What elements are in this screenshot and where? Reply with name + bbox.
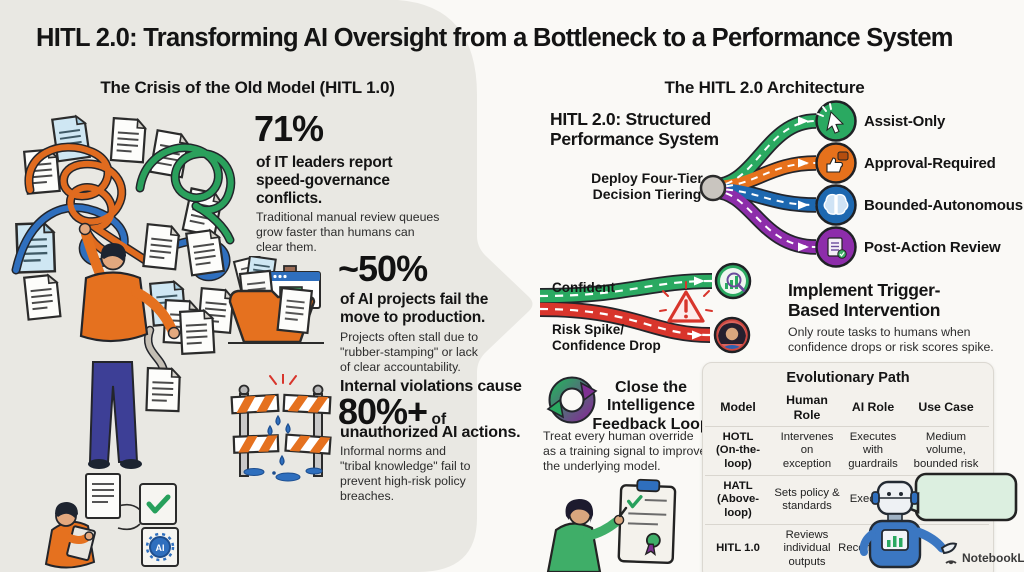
table-cell: HATL (Above-loop) [705, 474, 771, 524]
table-cell [903, 523, 989, 572]
table-header-model: Model [720, 400, 756, 415]
table-cell: Medium volume, bounded risk [903, 426, 989, 475]
tangled-documents-illustration [11, 114, 236, 469]
trigger-heading: Implement Trigger- Based Intervention [788, 280, 941, 320]
overflowing-folder-icon [228, 256, 324, 344]
woman-clipboard-illustration [546, 478, 677, 572]
table-cell: HITL 1.0 [705, 523, 771, 572]
document-check-icon [827, 237, 847, 259]
table-title: Evolutionary Path [786, 370, 910, 386]
robot-illustration [859, 472, 1018, 569]
brand-label: NotebookLM [962, 551, 1024, 565]
four-tier-branch-diagram [699, 100, 857, 268]
table-cell: Intervenes on exception [771, 426, 843, 475]
stat-50-lead: of AI projects fail the move to producti… [340, 291, 489, 326]
chart-magnifier-icon [725, 272, 746, 292]
page-title: HITL 2.0: Transforming AI Oversight from… [36, 24, 953, 52]
trigger-split-diagram [539, 262, 752, 354]
table-cell: HOTL (On-the-loop) [705, 426, 771, 475]
stat-71-value: 71% [254, 108, 324, 149]
table-header-human-role: Human Role [786, 393, 828, 422]
stat-80-detail: Informal norms and "tribal knowledge" fa… [340, 444, 471, 503]
table-header-use-case: Use Case [918, 400, 974, 415]
table-cell: Sets policy & standards [771, 474, 843, 524]
notebooklm-brand: NotebookLM [944, 551, 1024, 565]
person-figure [78, 222, 181, 469]
stat-50-value: ~50% [338, 248, 428, 289]
stat-71-lead: of IT leaders report speed-governance co… [256, 154, 393, 207]
trigger-detail: Only route tasks to humans when confiden… [788, 325, 994, 354]
tier-label-bounded-autonomous: Bounded-Autonomous [864, 197, 1023, 214]
tiering-label: Deploy Four-Tier Decision Tiering [591, 170, 703, 203]
stat-71-detail: Traditional manual review queues grow fa… [256, 210, 440, 254]
stat-80-intro: Internal violations cause [340, 378, 522, 395]
stat-80-lead: unauthorized AI actions. [340, 424, 521, 441]
confident-label: Confident [552, 280, 615, 295]
table-header-ai-role: AI Role [851, 400, 895, 415]
stat-50-detail: Projects often stall due to "rubber-stam… [340, 330, 479, 374]
feedback-detail: Treat every human override as a training… [543, 429, 707, 473]
thumbs-up-icon [826, 151, 849, 173]
warning-triangle-icon [659, 281, 713, 323]
tier-label-post-action-review: Post-Action Review [864, 239, 1001, 256]
feedback-loop-icon [546, 376, 598, 424]
risk-label: Risk Spike/ Confidence Drop [552, 322, 661, 353]
system-title: HITL 2.0: Structured Performance System [550, 109, 719, 149]
evolutionary-path-table: Evolutionary Path Model Human Role AI Ro… [702, 362, 994, 572]
stat-80-suffix: of [431, 411, 447, 428]
feedback-heading: Close the Intelligence Feedback Loop [592, 379, 710, 433]
robot-body [859, 480, 958, 569]
speech-bubble [894, 472, 1018, 522]
table-cell: Reviews individual outputs [771, 523, 843, 572]
human-ai-review-illustration: AI [44, 473, 179, 569]
stat-80-valueline: 80%+ of [338, 394, 446, 430]
right-section-heading: The HITL 2.0 Architecture [664, 78, 865, 97]
branch-origin-node [699, 174, 727, 202]
svg-text:AI: AI [156, 543, 165, 553]
tier-label-approval-required: Approval-Required [864, 155, 996, 172]
brain-icon [823, 193, 849, 215]
table-cell: Executes with guardrails [843, 426, 903, 475]
left-section-heading: The Crisis of the Old Model (HITL 1.0) [100, 78, 395, 97]
stat-80-value: 80%+ [338, 391, 428, 432]
cursor-click-icon [817, 103, 845, 134]
tier-label-assist-only: Assist-Only [864, 113, 946, 130]
notebooklm-logo-icon [945, 559, 957, 564]
broken-barrier-icon [230, 374, 332, 482]
